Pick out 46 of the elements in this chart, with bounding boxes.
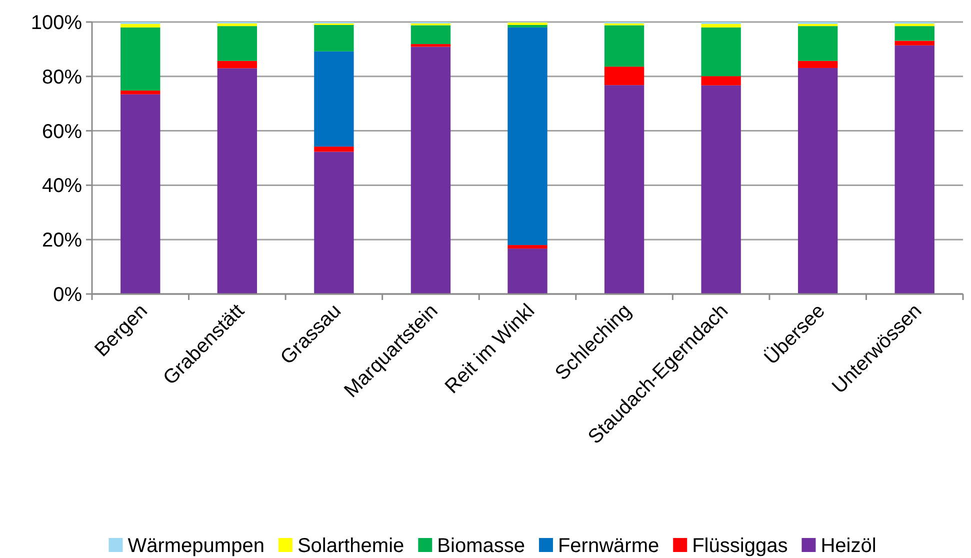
bar xyxy=(894,45,934,294)
legend-label: Fernwärme xyxy=(558,535,660,557)
y-tick-label: 100% xyxy=(30,12,82,34)
y-tick-label: 80% xyxy=(42,66,82,88)
bar xyxy=(798,60,838,68)
bar xyxy=(508,27,548,246)
bar xyxy=(604,85,644,294)
bar xyxy=(120,90,160,94)
y-tick-label: 40% xyxy=(42,175,82,198)
bar xyxy=(314,146,354,152)
bar xyxy=(217,60,258,68)
bar xyxy=(604,66,644,86)
bar xyxy=(120,24,160,28)
bar xyxy=(894,40,934,46)
legend-label: Flüssiggas xyxy=(692,535,788,557)
bar xyxy=(798,68,838,294)
bar xyxy=(217,26,258,61)
bar xyxy=(120,94,160,294)
bar xyxy=(508,248,548,294)
bar xyxy=(217,68,258,294)
bar xyxy=(217,23,258,26)
y-tick-label: 20% xyxy=(42,230,82,252)
legend-label: Solarthemie xyxy=(297,535,404,557)
bar xyxy=(410,44,451,47)
bar xyxy=(314,152,354,294)
y-tick-label: 60% xyxy=(42,120,82,143)
legend-label: Heizöl xyxy=(820,535,876,557)
legend-label: Wärmepumpen xyxy=(128,535,264,557)
bar xyxy=(701,76,741,86)
y-tick-label: 0% xyxy=(53,284,82,306)
bar xyxy=(701,24,741,28)
bar xyxy=(894,24,934,26)
legend-label: Biomasse xyxy=(437,535,525,557)
bar xyxy=(701,27,741,76)
bar xyxy=(894,26,934,41)
bar xyxy=(410,46,451,294)
bar xyxy=(314,51,354,147)
bar xyxy=(798,24,838,26)
bar xyxy=(798,26,838,61)
bar xyxy=(701,85,741,294)
bar xyxy=(508,245,548,249)
bar xyxy=(508,24,548,28)
bar xyxy=(604,25,644,67)
bar xyxy=(314,24,354,52)
bar xyxy=(120,27,160,91)
bar xyxy=(410,25,451,44)
